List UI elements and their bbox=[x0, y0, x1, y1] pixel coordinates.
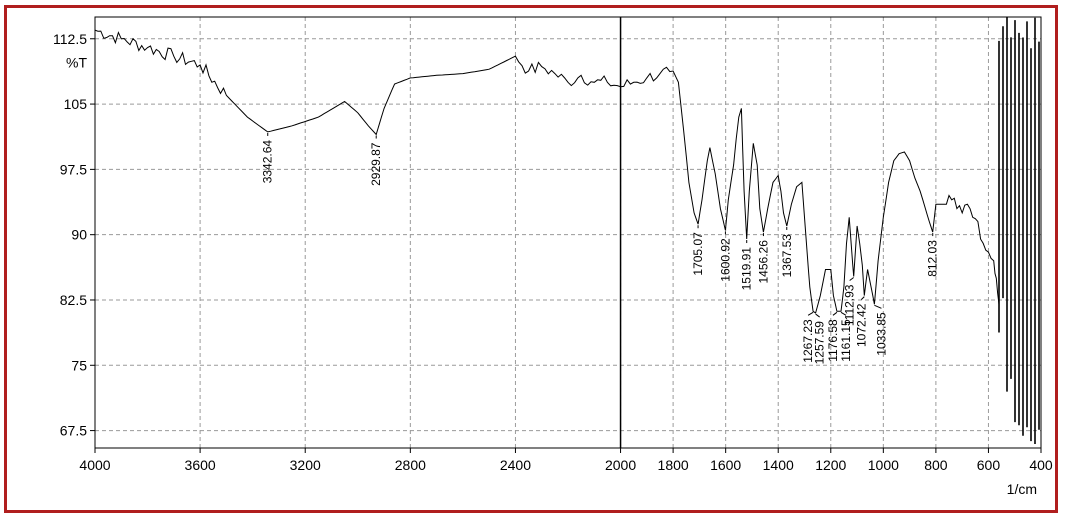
x-tick-label: 800 bbox=[924, 457, 948, 473]
peak-label: 1176.58 bbox=[826, 319, 840, 362]
peak-leader bbox=[815, 313, 820, 318]
x-tick-label: 1200 bbox=[815, 457, 846, 473]
x-tick-label: 400 bbox=[1029, 457, 1053, 473]
peak-label: 1033.85 bbox=[874, 312, 888, 356]
peak-label: 1519.91 bbox=[740, 247, 754, 291]
y-tick-label: 67.5 bbox=[60, 423, 87, 439]
x-tick-label: 1000 bbox=[868, 457, 899, 473]
peak-leader bbox=[849, 277, 854, 281]
spectrum-line bbox=[94, 29, 1000, 314]
peak-label: 1112.93 bbox=[843, 284, 857, 326]
x-tick-label: 3200 bbox=[290, 457, 321, 473]
x-tick-label: 4000 bbox=[79, 457, 110, 473]
peak-label: 1267.23 bbox=[801, 319, 815, 363]
x-tick-label: 1600 bbox=[710, 457, 741, 473]
x-axis-label: 1/cm bbox=[1007, 481, 1037, 497]
peak-label: 1456.26 bbox=[756, 240, 770, 284]
peak-leader bbox=[860, 296, 865, 300]
grid bbox=[95, 17, 1041, 448]
peak-leader bbox=[840, 311, 847, 316]
peak-label: 1161.15 bbox=[839, 319, 853, 362]
chart-frame bbox=[4, 5, 1058, 513]
x-tick-label: 600 bbox=[977, 457, 1001, 473]
x-axis-ticks: 4000 3600 3200 2800 2400 2000 1800 1600 1400 1200… bbox=[79, 448, 1053, 473]
peak-label: 1257.59 bbox=[813, 321, 827, 365]
peak-label: 812.03 bbox=[926, 240, 940, 277]
peak-leader bbox=[832, 311, 838, 316]
x-tick-label: 2800 bbox=[395, 457, 426, 473]
x-tick-label: 1800 bbox=[658, 457, 689, 473]
peak-labels: 3342.64 2929.87 1705.07 1600.92 1519.91 1456.… bbox=[261, 132, 940, 365]
peak-label: 1600.92 bbox=[718, 238, 732, 282]
peak-leader bbox=[874, 304, 882, 309]
y-tick-label: 82.5 bbox=[60, 292, 87, 308]
y-tick-label: 112.5 bbox=[53, 31, 87, 47]
peak-label: 1367.53 bbox=[780, 234, 794, 278]
x-tick-label: 2400 bbox=[500, 457, 531, 473]
peak-label: 2929.87 bbox=[369, 142, 383, 186]
y-tick-label: 90 bbox=[71, 227, 87, 243]
y-tick-label: 105 bbox=[64, 96, 88, 112]
y-tick-label: 97.5 bbox=[60, 161, 87, 177]
y-axis-label: %T bbox=[66, 55, 87, 71]
peak-label: 1072.42 bbox=[854, 303, 868, 347]
noise-region bbox=[998, 17, 1040, 444]
peak-leader bbox=[807, 311, 814, 316]
x-tick-label: 1400 bbox=[763, 457, 794, 473]
peak-label: 1705.07 bbox=[691, 232, 705, 276]
y-tick-label: 75 bbox=[71, 357, 87, 373]
x-tick-label: 3600 bbox=[185, 457, 216, 473]
plot-area bbox=[94, 16, 1042, 449]
x-tick-label: 2000 bbox=[605, 457, 636, 473]
y-axis-ticks: 67.5 75 82.5 90 97.5 105 112.5 bbox=[53, 31, 95, 439]
peak-label: 3342.64 bbox=[261, 140, 275, 184]
